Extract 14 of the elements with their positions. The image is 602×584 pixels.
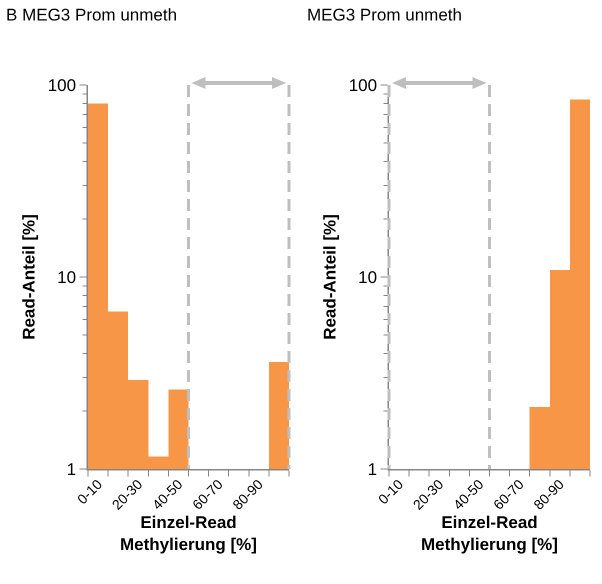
y-axis-title: Read-Anteil [%] <box>320 214 340 340</box>
x-axis-title: Einzel-Read Methylierung [%] <box>120 512 257 554</box>
y-tick-label: 10 <box>57 268 76 287</box>
chart-title: MEG3 Prom unmeth <box>307 6 462 25</box>
x-tick-label: 0-10 <box>374 476 406 508</box>
y-tick-label: 100 <box>48 76 76 95</box>
chart-title: B MEG3 Prom unmeth <box>6 6 178 25</box>
y-tick-label: 100 <box>348 76 378 95</box>
y-tick-label: 1 <box>66 460 76 479</box>
y-tick-label: 1 <box>368 460 378 479</box>
x-axis-title: Einzel-Read Methylierung [%] <box>421 512 558 554</box>
y-tick-label: 10 <box>358 268 378 287</box>
x-tick-label: 0-10 <box>74 476 106 508</box>
y-axis-title: Read-Anteil [%] <box>20 214 39 340</box>
